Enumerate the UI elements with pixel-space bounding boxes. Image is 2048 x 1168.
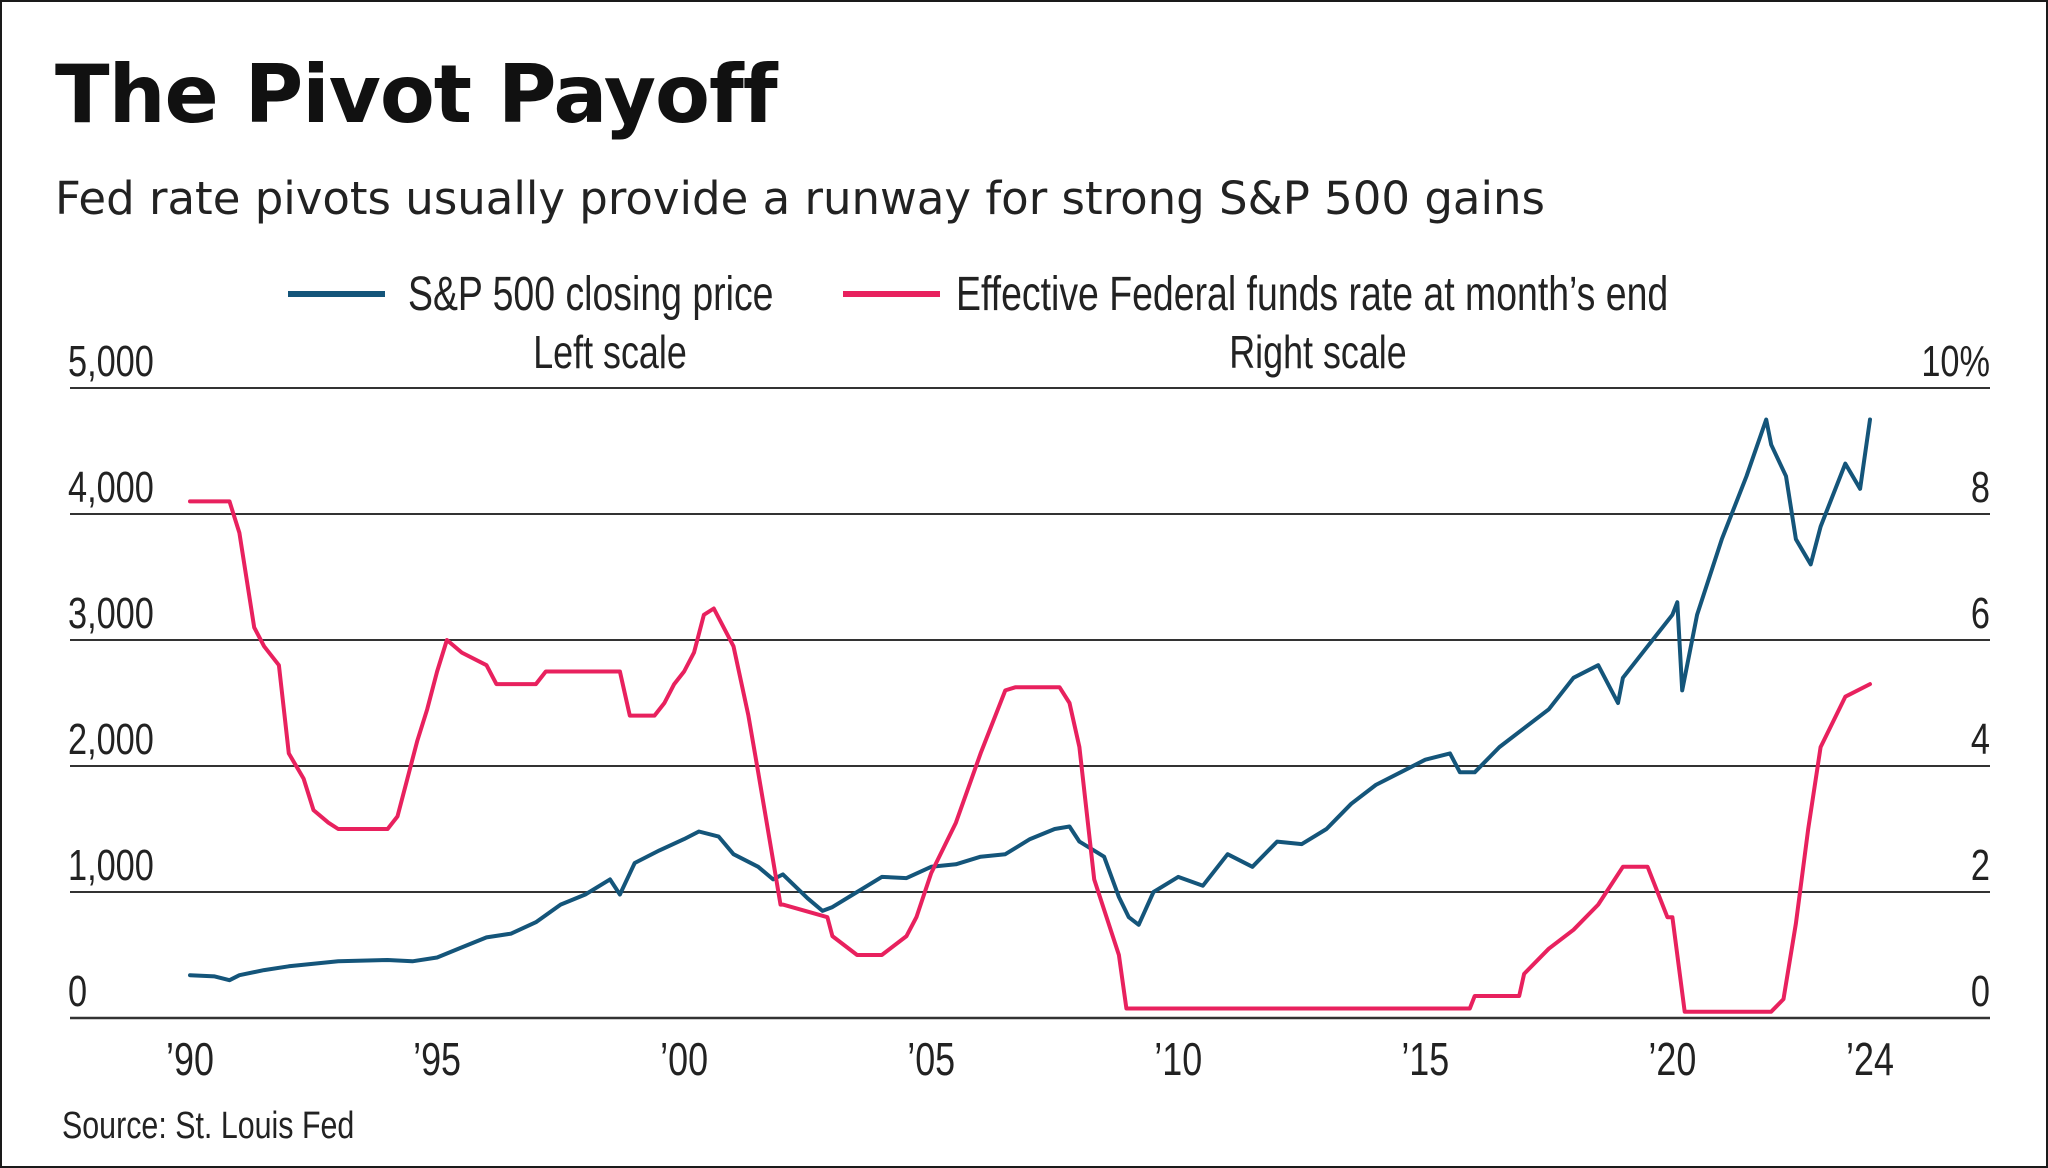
legend: S&P 500 closing price Effective Federal f… xyxy=(288,268,1668,322)
x-axis-tick-label: ’05 xyxy=(907,1034,955,1085)
left-axis-tick-label: 4,000 xyxy=(68,463,154,512)
right-scale-caption: Right scale xyxy=(1229,327,1406,378)
legend-sp500-label: S&P 500 closing price xyxy=(408,268,774,322)
gridlines xyxy=(70,387,1990,1020)
right-axis-tick-label: 0 xyxy=(1971,967,1990,1016)
left-axis-tick-label: 5,000 xyxy=(68,337,154,386)
chart-subtitle: Fed rate pivots usually provide a runway… xyxy=(55,172,1545,225)
right-axis-tick-label: 4 xyxy=(1971,715,1990,764)
right-axis-tick-label: 6 xyxy=(1971,589,1990,638)
right-axis-tick-label: 2 xyxy=(1971,841,1990,890)
left-axis-tick-label: 0 xyxy=(68,967,87,1016)
x-axis-tick-label: ’10 xyxy=(1154,1034,1202,1085)
x-axis-tick-label: ’15 xyxy=(1401,1034,1449,1085)
fedfunds-line xyxy=(188,499,1872,1014)
left-axis-tick-label: 3,000 xyxy=(68,589,154,638)
legend-fedfunds-label: Effective Federal funds rate at month’s … xyxy=(956,268,1668,322)
left-axis-tick-label: 1,000 xyxy=(68,841,154,890)
axes: 0 1,000 2,000 3,000 4,000 5,000 0 2 4 6 8 10% ’90 ’95… xyxy=(68,327,1990,1085)
x-axis-tick-label: ’20 xyxy=(1648,1034,1696,1085)
x-axis-tick-label: ’00 xyxy=(660,1034,708,1085)
left-axis-tick-label: 2,000 xyxy=(68,715,154,764)
chart-title: The Pivot Payoff xyxy=(55,48,778,141)
x-axis-tick-label: ’90 xyxy=(166,1034,214,1085)
source-note: Source: St. Louis Fed xyxy=(62,1105,355,1147)
left-scale-caption: Left scale xyxy=(533,327,687,378)
right-axis-tick-label: 10% xyxy=(1921,337,1990,386)
right-axis-tick-label: 8 xyxy=(1971,463,1990,512)
series-lines xyxy=(188,417,1872,1014)
x-axis-tick-label: ’95 xyxy=(413,1034,461,1085)
x-axis-tick-label: ’24 xyxy=(1846,1034,1894,1085)
sp500-line xyxy=(188,417,1872,983)
